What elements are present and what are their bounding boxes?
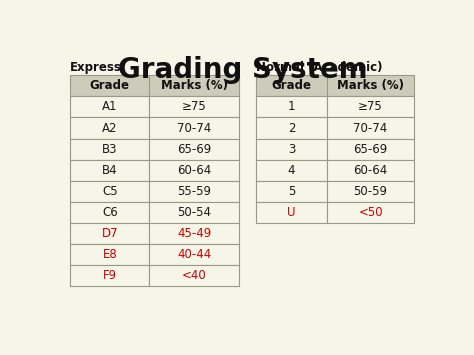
Text: Marks (%): Marks (%) xyxy=(161,80,228,92)
Text: B4: B4 xyxy=(102,164,118,177)
Bar xyxy=(70,223,149,244)
Text: Grading System: Grading System xyxy=(118,56,368,84)
Text: Grade: Grade xyxy=(272,80,311,92)
Text: U: U xyxy=(287,206,296,219)
Text: E8: E8 xyxy=(102,248,117,261)
Text: 5: 5 xyxy=(288,185,295,198)
Text: 60-64: 60-64 xyxy=(354,164,388,177)
Bar xyxy=(256,97,328,118)
Bar xyxy=(149,265,239,286)
Text: 1: 1 xyxy=(288,100,295,114)
Bar xyxy=(149,181,239,202)
Text: Express: Express xyxy=(70,61,122,74)
Text: Normal (Academic): Normal (Academic) xyxy=(256,61,383,74)
Text: 70-74: 70-74 xyxy=(177,121,211,135)
Text: A2: A2 xyxy=(102,121,118,135)
Bar xyxy=(328,160,414,181)
Bar xyxy=(328,181,414,202)
Text: Grade: Grade xyxy=(90,80,130,92)
Text: 55-59: 55-59 xyxy=(177,185,211,198)
Bar xyxy=(328,97,414,118)
Bar xyxy=(328,118,414,138)
Bar xyxy=(149,244,239,265)
Bar xyxy=(70,160,149,181)
Text: A1: A1 xyxy=(102,100,118,114)
Text: 40-44: 40-44 xyxy=(177,248,211,261)
Bar xyxy=(328,138,414,160)
Bar xyxy=(256,75,328,97)
Text: 65-69: 65-69 xyxy=(354,143,388,155)
Bar xyxy=(70,97,149,118)
Bar xyxy=(256,118,328,138)
Text: Marks (%): Marks (%) xyxy=(337,80,404,92)
Bar xyxy=(328,202,414,223)
Bar xyxy=(70,244,149,265)
Bar xyxy=(256,181,328,202)
Text: 50-59: 50-59 xyxy=(354,185,388,198)
Bar xyxy=(256,138,328,160)
Text: 45-49: 45-49 xyxy=(177,227,211,240)
Bar xyxy=(149,223,239,244)
Text: 70-74: 70-74 xyxy=(354,121,388,135)
Bar xyxy=(70,118,149,138)
Text: 65-69: 65-69 xyxy=(177,143,211,155)
Bar xyxy=(70,181,149,202)
Text: B3: B3 xyxy=(102,143,118,155)
Text: 3: 3 xyxy=(288,143,295,155)
Bar xyxy=(149,118,239,138)
Bar xyxy=(70,75,149,97)
Bar xyxy=(149,138,239,160)
Bar xyxy=(256,160,328,181)
Bar xyxy=(328,75,414,97)
Text: 60-64: 60-64 xyxy=(177,164,211,177)
Text: <50: <50 xyxy=(358,206,383,219)
Text: 4: 4 xyxy=(288,164,295,177)
Bar xyxy=(256,202,328,223)
Bar xyxy=(149,97,239,118)
Bar xyxy=(149,202,239,223)
Text: F9: F9 xyxy=(103,269,117,282)
Text: C5: C5 xyxy=(102,185,118,198)
Bar xyxy=(70,265,149,286)
Text: 2: 2 xyxy=(288,121,295,135)
Bar xyxy=(70,138,149,160)
Text: D7: D7 xyxy=(101,227,118,240)
Text: ≥75: ≥75 xyxy=(358,100,383,114)
Text: ≥75: ≥75 xyxy=(182,100,207,114)
Bar xyxy=(149,160,239,181)
Bar xyxy=(70,202,149,223)
Text: <40: <40 xyxy=(182,269,207,282)
Text: 50-54: 50-54 xyxy=(177,206,211,219)
Bar xyxy=(149,75,239,97)
Text: C6: C6 xyxy=(102,206,118,219)
